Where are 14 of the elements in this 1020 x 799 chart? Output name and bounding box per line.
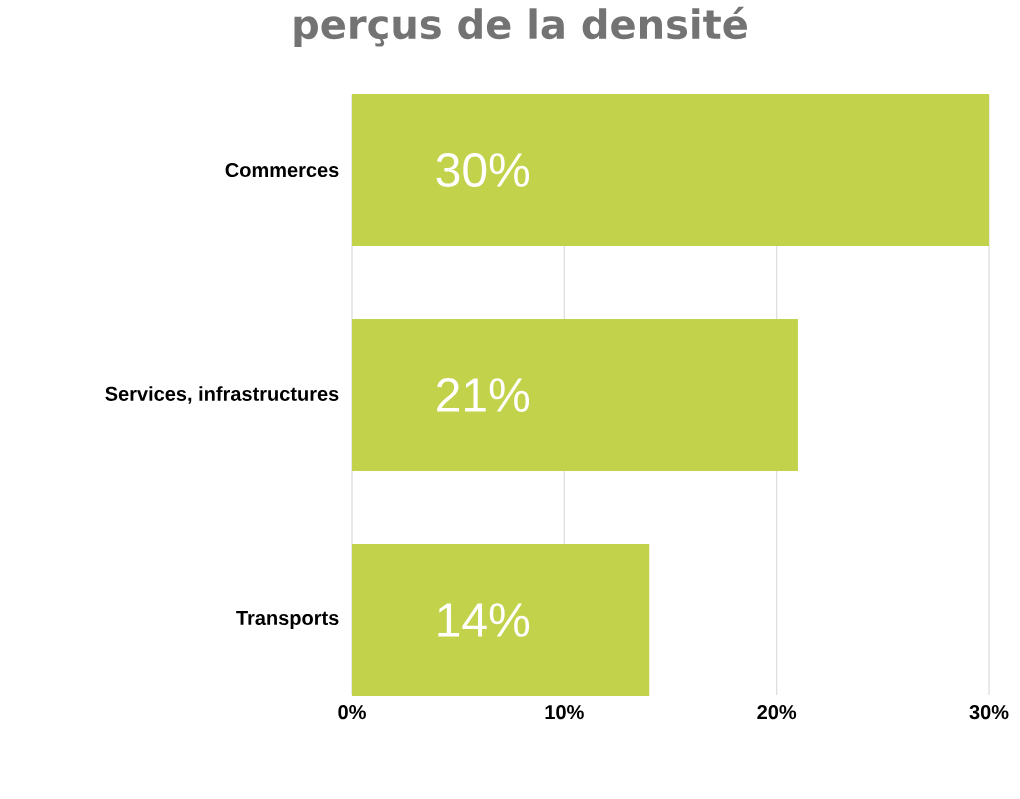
data-label: 21% — [437, 378, 530, 412]
bar — [352, 319, 798, 472]
x-tick-label: 20% — [757, 705, 797, 720]
bar — [352, 93, 990, 246]
y-tick-label: Services, infrastructures — [105, 386, 339, 404]
x-tick-label: 10% — [545, 705, 584, 720]
x-tick-label: 0% — [338, 705, 366, 720]
data-label: 30% — [436, 153, 530, 187]
y-tick-label: Commerces — [225, 162, 339, 178]
bar — [352, 544, 650, 697]
data-label: 14% — [438, 603, 530, 637]
chart-title: perçus de la densité — [294, 6, 747, 48]
y-tick-label: Transports — [236, 611, 339, 629]
x-tick-label: 30% — [969, 705, 1009, 720]
